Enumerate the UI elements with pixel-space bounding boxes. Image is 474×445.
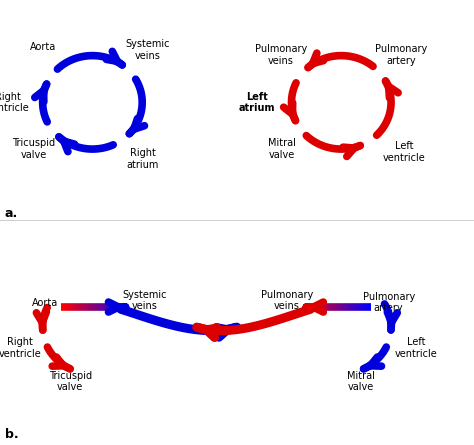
Text: Right
ventricle: Right ventricle: [0, 337, 41, 359]
Text: Systemic
veins: Systemic veins: [126, 39, 170, 61]
Text: a.: a.: [5, 207, 18, 220]
Text: Pulmonary
artery: Pulmonary artery: [375, 44, 428, 66]
Text: Left
atrium: Left atrium: [238, 92, 275, 113]
Text: Right
atrium: Right atrium: [127, 148, 159, 170]
Text: Mitral
valve: Mitral valve: [268, 138, 296, 160]
Text: Pulmonary
artery: Pulmonary artery: [363, 292, 415, 313]
Text: Tricuspid
valve: Tricuspid valve: [49, 371, 91, 392]
Text: Tricuspid
valve: Tricuspid valve: [12, 138, 55, 160]
Text: Right
ventricle: Right ventricle: [0, 92, 29, 113]
Text: Pulmonary
veins: Pulmonary veins: [261, 290, 313, 311]
Text: Aorta: Aorta: [32, 298, 58, 307]
Text: Left
ventricle: Left ventricle: [383, 141, 426, 163]
Text: Pulmonary
veins: Pulmonary veins: [255, 44, 307, 66]
Text: Left
ventricle: Left ventricle: [395, 337, 438, 359]
Text: Systemic
veins: Systemic veins: [122, 290, 167, 311]
Text: Mitral
valve: Mitral valve: [347, 371, 375, 392]
Text: b.: b.: [5, 428, 18, 441]
Text: Aorta: Aorta: [30, 42, 56, 52]
